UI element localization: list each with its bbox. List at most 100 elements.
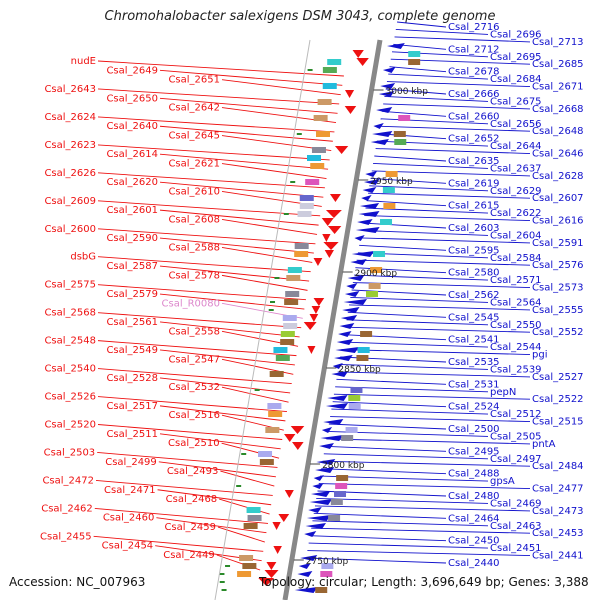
left-strand-gene: [329, 194, 341, 202]
gene-label: Csal_2575: [44, 280, 96, 291]
gene-label: Csal_2684: [490, 74, 542, 85]
label-connector: [337, 371, 531, 378]
label-connector: [323, 453, 489, 460]
left-strand-gene: [327, 226, 342, 234]
feature-block: [287, 267, 302, 273]
gene-label: Csal_2440: [448, 558, 500, 569]
gene-label: Csal_2576: [532, 260, 584, 271]
gene-label: Csal_2528: [106, 373, 158, 384]
feature-block: [310, 163, 325, 169]
label-connector: [311, 527, 531, 534]
right-strand-gene: [363, 179, 380, 185]
label-connector: [159, 97, 338, 114]
right-strand-gene: [372, 131, 393, 137]
gene-label: Csal_2547: [168, 354, 220, 365]
gene-label: Csal_2595: [448, 245, 500, 256]
feature-block: [383, 203, 396, 209]
feature-block: [237, 571, 252, 577]
gene-label: pepN: [490, 387, 516, 398]
feature-block: [316, 131, 331, 137]
label-connector: [330, 416, 531, 423]
right-strand-gene: [347, 275, 365, 281]
right-strand-gene: [343, 299, 368, 305]
feature-block: [297, 211, 312, 217]
label-connector: [336, 378, 447, 385]
feature-tracks: [219, 43, 421, 593]
label-connector: [374, 155, 447, 162]
right-strand-gene: [351, 251, 375, 257]
right-strand-labels: Csal_2716Csal_2696Csal_2713Csal_2712Csal…: [448, 22, 584, 569]
marker-tick: [290, 181, 296, 183]
left-strand-gene: [258, 578, 275, 586]
gene-label: Csal_2645: [168, 131, 220, 142]
label-connector: [307, 550, 531, 557]
gene-label: Csal_2480: [448, 491, 500, 502]
gene-label: Csal_2584: [490, 253, 542, 264]
feature-block: [370, 267, 383, 273]
label-connector: [97, 424, 283, 440]
label-connector: [366, 200, 447, 207]
feature-block: [327, 59, 342, 65]
kbp-label: 2750 kbp: [306, 557, 349, 567]
feature-block: [357, 347, 370, 353]
label-connector: [356, 259, 531, 266]
gene-label: Csal_2462: [41, 503, 93, 514]
right-strand-gene: [313, 475, 324, 481]
left-strand-gene: [321, 218, 334, 226]
right-strand-gene: [358, 211, 380, 217]
right-strand-gene: [332, 363, 343, 369]
label-connector: [340, 356, 447, 363]
label-connector: [369, 185, 489, 192]
feature-block: [265, 427, 280, 433]
right-strand-gene: [378, 91, 395, 97]
feature-block: [259, 459, 274, 465]
marker-tick: [221, 589, 227, 591]
gene-label: Csal_2510: [168, 438, 220, 449]
feature-block: [273, 347, 288, 353]
right-strand-gene: [361, 195, 372, 201]
feature-block: [239, 555, 254, 561]
right-strand-gene: [312, 483, 324, 489]
gene-label: Csal_2515: [532, 417, 584, 428]
backbone-arc: [282, 39, 383, 600]
gene-label: Csal_2601: [106, 205, 158, 216]
left-strand-gene: [313, 298, 325, 306]
gene-label: Csal_2651: [168, 75, 220, 86]
label-connector: [373, 162, 489, 169]
label-connector: [341, 349, 531, 356]
gene-label: Csal_2600: [44, 224, 96, 235]
marker-tick: [274, 277, 280, 279]
right-strand-gene: [357, 219, 373, 225]
gene-label: Csal_2640: [106, 121, 158, 132]
gene-label: Csal_2578: [168, 270, 220, 281]
label-connector: [383, 103, 531, 110]
gene-label: Csal_2649: [106, 65, 158, 76]
label-connector: [97, 452, 278, 468]
gene-label: Csal_2468: [166, 494, 218, 505]
label-connector: [159, 69, 343, 86]
gene-label: Csal_2493: [167, 466, 219, 477]
feature-block: [350, 387, 363, 393]
label-connector: [332, 401, 447, 408]
label-connector: [94, 507, 269, 524]
label-connector: [370, 177, 447, 184]
label-connector: [97, 88, 340, 105]
kbp-label: 2800 kbp: [322, 461, 365, 471]
gene-label: Csal_2637: [490, 163, 542, 174]
feature-block: [246, 507, 261, 513]
kbp-label: 2950 kbp: [370, 177, 413, 187]
label-connector: [345, 326, 531, 333]
gene-label: Csal_2472: [42, 475, 94, 486]
gene-label: Csal_2526: [44, 392, 96, 403]
marker-tick: [268, 309, 274, 311]
feature-block: [345, 427, 358, 433]
label-connector: [159, 377, 291, 394]
accession-text: Accession: NC_007963: [9, 575, 146, 589]
left-strand-gene: [273, 546, 282, 554]
gene-label: Csal_2608: [168, 214, 220, 225]
feature-block: [317, 99, 332, 105]
left-strand-gene: [344, 106, 357, 114]
gene-label: pgi: [532, 350, 547, 361]
gene-label: Csal_2532: [168, 382, 220, 393]
gene-label: Csal_2629: [490, 186, 542, 197]
